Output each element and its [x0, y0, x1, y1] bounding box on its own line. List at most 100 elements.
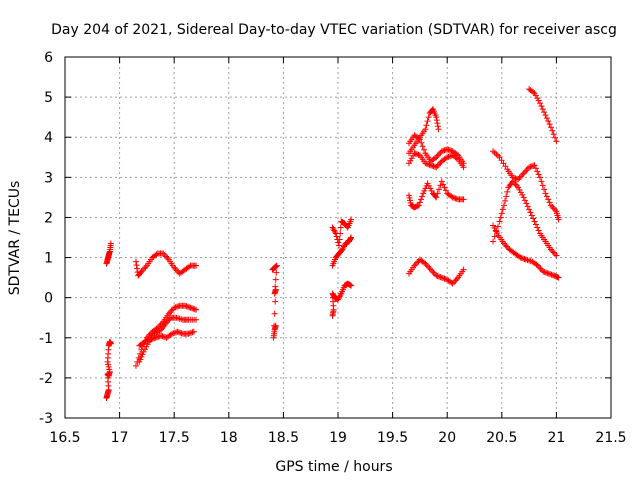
data-point	[527, 209, 534, 216]
data-point	[333, 233, 340, 240]
data-point	[148, 336, 155, 343]
data-point	[449, 194, 456, 201]
data-point	[441, 275, 448, 282]
series-arc-b-lower	[136, 328, 197, 349]
data-point	[151, 335, 158, 342]
data-point	[460, 164, 467, 171]
data-point	[411, 150, 418, 157]
data-point	[548, 271, 555, 278]
data-point	[496, 218, 503, 225]
data-point	[273, 262, 280, 269]
data-point	[188, 305, 195, 312]
data-point	[175, 303, 182, 310]
data-point	[430, 163, 437, 170]
data-point	[438, 148, 445, 155]
data-point	[273, 269, 280, 276]
data-point	[132, 258, 139, 265]
data-point	[420, 190, 427, 197]
data-point	[272, 322, 279, 329]
data-point	[511, 174, 518, 181]
data-point	[441, 147, 448, 154]
data-point	[434, 273, 441, 280]
data-point	[418, 139, 425, 146]
data-point	[441, 184, 448, 191]
chart-title: Day 204 of 2021, Sidereal Day-to-day VTE…	[51, 22, 617, 38]
data-point	[553, 138, 560, 145]
data-point	[499, 206, 506, 213]
data-point	[155, 333, 162, 340]
y-tick-label: 6	[44, 50, 53, 66]
series-arc-f-4	[526, 86, 560, 145]
data-point	[460, 266, 467, 273]
data-point	[531, 218, 538, 225]
series-arc-f-3	[490, 222, 562, 281]
data-point	[438, 274, 445, 281]
data-point	[517, 189, 524, 196]
data-point	[431, 155, 438, 162]
data-point	[272, 263, 279, 270]
data-point	[422, 126, 429, 133]
data-point	[433, 272, 440, 279]
data-point	[417, 196, 424, 203]
data-point	[494, 223, 501, 230]
data-point	[496, 154, 503, 161]
data-point	[545, 270, 552, 277]
data-point	[423, 122, 430, 129]
data-point	[412, 150, 419, 157]
y-tick-label: 0	[44, 291, 53, 307]
data-point	[143, 343, 150, 350]
data-point	[535, 97, 542, 104]
data-point	[159, 333, 166, 340]
data-point	[416, 199, 423, 206]
data-point	[521, 256, 528, 263]
data-point	[444, 154, 451, 161]
data-point	[140, 348, 147, 355]
data-point	[453, 195, 460, 202]
series-arc-a-lower	[103, 338, 114, 401]
series-arc-e-top	[405, 106, 442, 157]
data-point	[427, 185, 434, 192]
data-point	[424, 118, 431, 125]
data-point	[491, 233, 498, 240]
data-point	[530, 162, 537, 169]
data-point	[491, 224, 498, 231]
y-tick-label: -3	[39, 411, 53, 427]
data-point	[185, 330, 192, 337]
data-point	[348, 216, 355, 223]
data-point	[532, 221, 539, 228]
data-point	[460, 196, 467, 203]
data-point	[445, 153, 452, 160]
data-point	[448, 279, 455, 286]
data-point	[532, 165, 539, 172]
data-point	[141, 338, 148, 345]
y-tick-label: -2	[39, 371, 53, 387]
data-point	[348, 282, 355, 289]
x-tick-label: 20.5	[486, 430, 517, 446]
data-point	[519, 191, 526, 198]
data-point	[139, 351, 146, 358]
data-point	[425, 182, 432, 189]
data-point	[193, 306, 200, 313]
y-tick-label: 5	[44, 90, 53, 106]
data-point	[182, 302, 189, 309]
x-tick-label: 19	[329, 430, 347, 446]
series-arc-f-1	[490, 148, 562, 223]
data-point	[434, 120, 441, 127]
axis-ticks	[64, 56, 612, 419]
data-point	[546, 199, 553, 206]
data-point	[170, 330, 177, 337]
data-point	[190, 328, 197, 335]
data-point	[172, 304, 179, 311]
data-point	[347, 282, 354, 289]
data-point	[158, 332, 165, 339]
data-point	[440, 275, 447, 282]
data-point	[516, 186, 523, 193]
data-point	[414, 151, 421, 158]
data-point	[433, 117, 440, 124]
x-tick-label: 16.5	[49, 430, 80, 446]
data-point	[107, 340, 114, 347]
x-tick-label: 21	[547, 430, 565, 446]
data-point	[490, 222, 497, 229]
data-point	[531, 162, 538, 169]
data-point	[145, 337, 152, 344]
